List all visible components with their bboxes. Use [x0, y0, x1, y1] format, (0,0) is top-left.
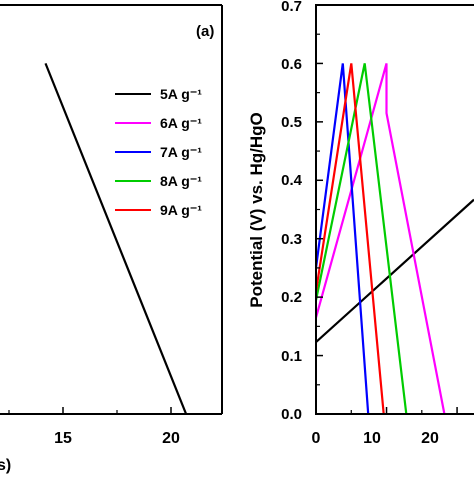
- series-line-1-3: [316, 63, 408, 414]
- right-series-group: [316, 63, 474, 414]
- legend-label-7A: 7A g⁻¹: [160, 144, 202, 160]
- right-y-tick-0.5: 0.5: [281, 114, 302, 131]
- series-line-0-0: [44, 62, 188, 414]
- right-x-tick-20: 20: [421, 430, 439, 447]
- right-y-tick-0.0: 0.0: [281, 406, 302, 423]
- left-x-tick-15: 15: [54, 430, 72, 447]
- series-line-1-0: [316, 198, 474, 343]
- left-series-group: [44, 62, 188, 414]
- right-x-tick-0: 0: [312, 430, 321, 447]
- right-y-tick-0.4: 0.4: [281, 172, 303, 189]
- right-y-tick-0.6: 0.6: [281, 56, 302, 73]
- legend-label-5A: 5A g⁻¹: [160, 86, 202, 102]
- right-y-axis-title: Potential (V) vs. Hg/HgO: [247, 112, 266, 308]
- right-y-tick-0.3: 0.3: [281, 231, 302, 248]
- legend-label-8A: 8A g⁻¹: [160, 173, 202, 189]
- left-x-axis-fragment: s): [0, 457, 11, 474]
- legend-label-9A: 9A g⁻¹: [160, 202, 202, 218]
- right-y-tick-0.1: 0.1: [281, 348, 302, 365]
- left-x-tick-20: 20: [162, 430, 180, 447]
- series-line-1-4: [316, 63, 385, 414]
- right-y-tick-0.2: 0.2: [281, 289, 302, 306]
- right-tick-marks: [315, 4, 458, 415]
- legend-label-6A: 6A g⁻¹: [160, 115, 202, 131]
- right-x-tick-10: 10: [363, 430, 381, 447]
- right-y-tick-0.7: 0.7: [281, 0, 302, 15]
- right-plot-frame: [315, 4, 474, 415]
- panel-label-a: (a): [196, 23, 214, 40]
- series-line-1-2: [316, 63, 370, 414]
